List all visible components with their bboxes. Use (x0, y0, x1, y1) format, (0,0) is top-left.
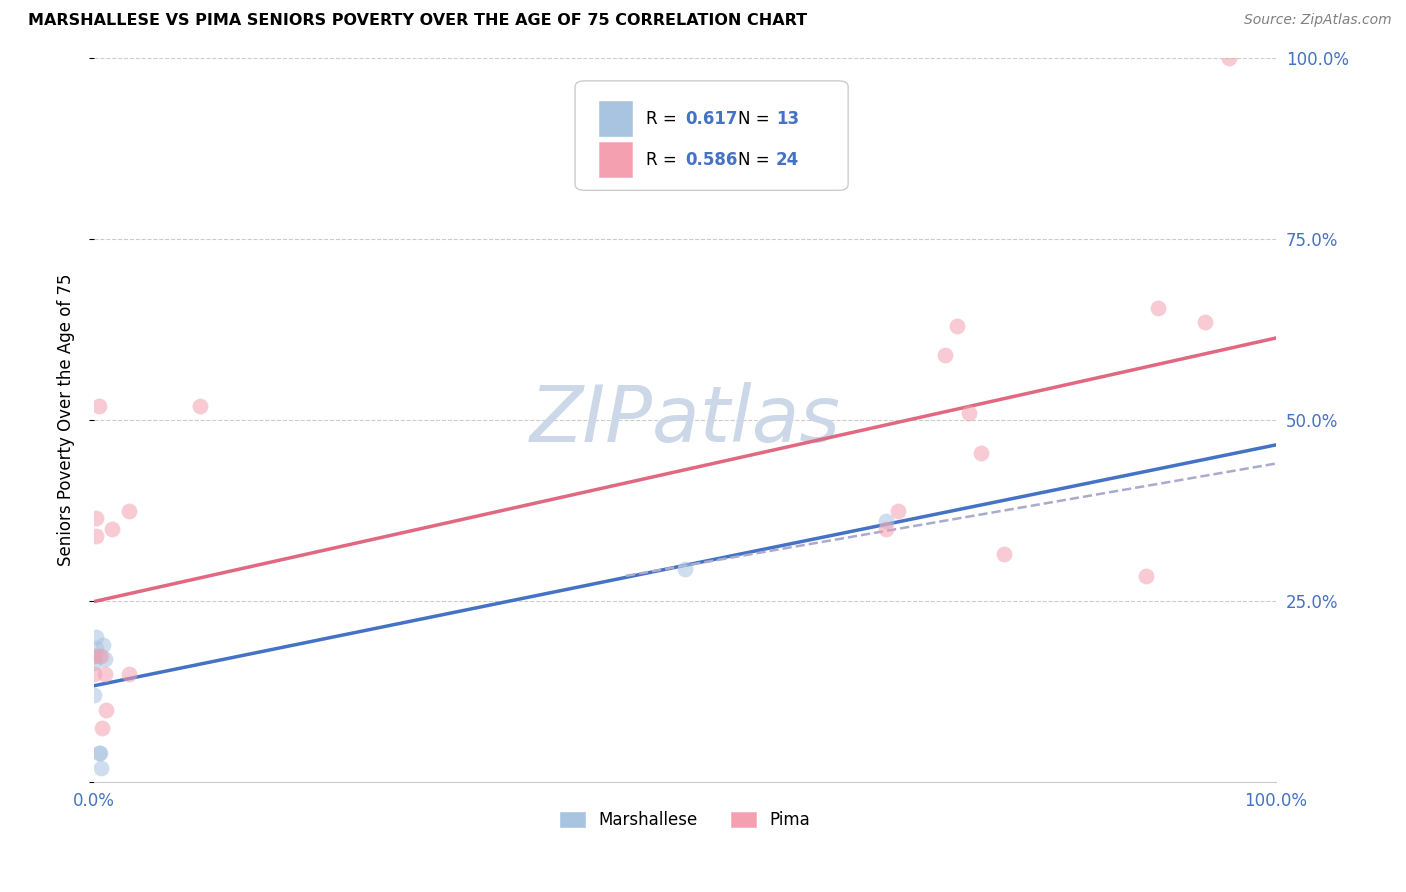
Point (934, 348, 956, 362)
Point (84, 511, 107, 525)
Legend: Marshallese, Pima: Marshallese, Pima (554, 805, 817, 836)
Point (188, 399, 211, 413)
Text: 24: 24 (776, 151, 799, 169)
Text: ZIPatlas: ZIPatlas (530, 382, 841, 458)
Text: Source: ZipAtlas.com: Source: ZipAtlas.com (1244, 13, 1392, 28)
Point (93, 666, 115, 681)
Point (993, 547, 1015, 561)
Point (875, 515, 897, 529)
Point (87, 648, 110, 663)
Point (94, 703, 117, 717)
Point (83, 666, 105, 681)
Point (90, 761, 112, 775)
Point (93, 652, 115, 666)
Text: 0.617: 0.617 (685, 110, 738, 128)
Text: R =: R = (645, 151, 682, 169)
Point (83, 656, 105, 670)
Text: R =: R = (645, 110, 682, 128)
Point (1194, 315, 1216, 329)
Point (87, 747, 110, 761)
Point (90, 648, 112, 663)
Point (89, 747, 111, 761)
Point (957, 406, 980, 420)
FancyBboxPatch shape (599, 143, 631, 178)
Point (887, 503, 910, 517)
Point (673, 561, 696, 575)
Text: N =: N = (738, 151, 775, 169)
Point (93, 638, 115, 652)
Point (875, 522, 897, 536)
Point (1147, 301, 1170, 315)
Text: 0.586: 0.586 (685, 151, 737, 169)
Point (946, 318, 969, 333)
Point (1218, 51, 1240, 65)
Point (118, 666, 141, 681)
Text: N =: N = (738, 110, 775, 128)
Point (87, 399, 110, 413)
Text: 13: 13 (776, 110, 799, 128)
FancyBboxPatch shape (575, 81, 848, 190)
Point (83, 648, 105, 663)
FancyBboxPatch shape (599, 101, 631, 136)
Y-axis label: Seniors Poverty Over the Age of 75: Seniors Poverty Over the Age of 75 (58, 274, 75, 566)
Point (84, 529, 107, 543)
Point (1135, 569, 1157, 583)
Point (83, 648, 105, 663)
Point (91, 721, 114, 735)
Text: MARSHALLESE VS PIMA SENIORS POVERTY OVER THE AGE OF 75 CORRELATION CHART: MARSHALLESE VS PIMA SENIORS POVERTY OVER… (28, 13, 807, 29)
Point (84, 631, 107, 645)
Point (118, 503, 141, 517)
Point (100, 522, 122, 536)
Point (83, 689, 105, 703)
Point (969, 445, 991, 459)
Point (84, 641, 107, 656)
